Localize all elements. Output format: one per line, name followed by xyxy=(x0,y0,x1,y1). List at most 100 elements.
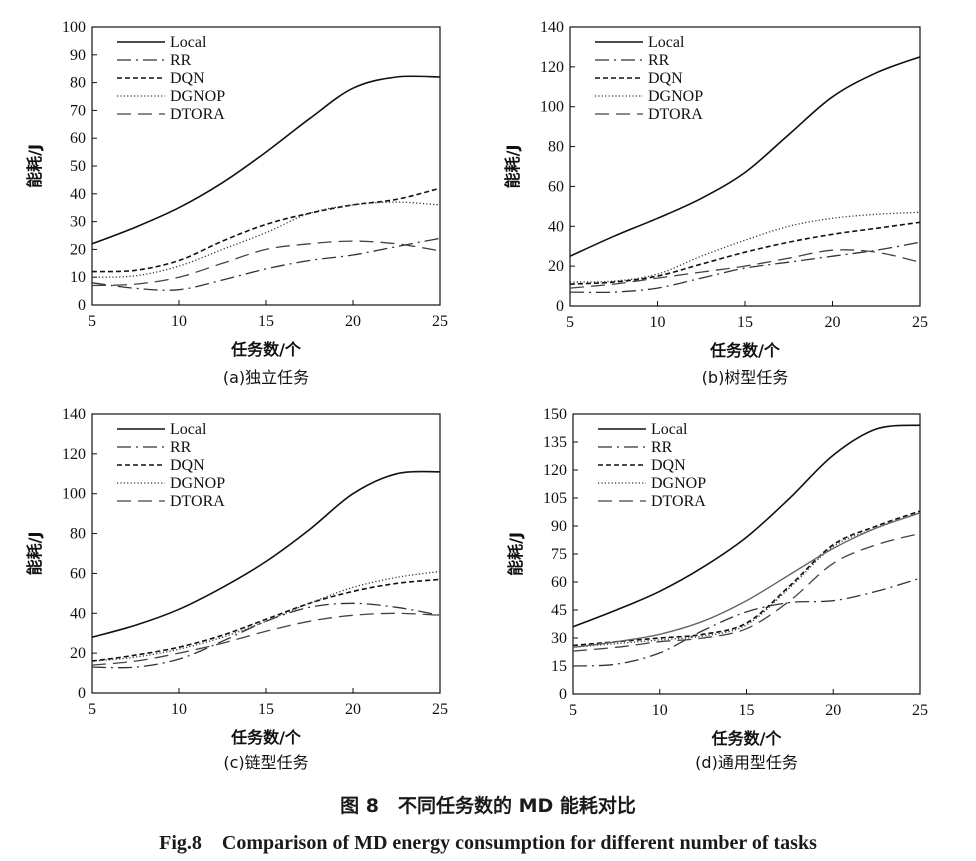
plot-frame xyxy=(91,413,441,694)
legend-label: DTORA xyxy=(170,106,225,123)
series-line-unlabeled xyxy=(573,512,920,648)
panel-subtitle: (c)链型任务 xyxy=(223,753,308,772)
y-tick-label: 40 xyxy=(70,186,86,203)
series-line-rr xyxy=(92,237,440,291)
x-tick-label: 25 xyxy=(432,313,448,330)
y-tick-label: 40 xyxy=(70,605,86,622)
figure-caption-english: Fig.8 Comparison of MD energy consumptio… xyxy=(159,832,817,854)
series-line-dqn xyxy=(92,187,440,273)
x-tick-label: 25 xyxy=(912,702,928,719)
legend-label: DQN xyxy=(648,70,683,87)
legend-label: RR xyxy=(170,439,192,456)
x-tick-label: 15 xyxy=(737,314,753,331)
legend-label: DGNOP xyxy=(170,88,225,105)
panel-subtitle: (a)独立任务 xyxy=(223,368,309,387)
x-tick-label: 20 xyxy=(825,702,841,719)
x-tick-label: 25 xyxy=(432,701,448,718)
x-tick-label: 5 xyxy=(569,702,577,719)
y-tick-label: 60 xyxy=(70,130,86,147)
y-tick-label: 80 xyxy=(548,139,564,156)
y-tick-label: 60 xyxy=(70,565,86,582)
chart-panel-3: 0 15 30 45 60 75 90 105 120 135 150 5 10 15 20 25 任务数/个 能… xyxy=(506,406,928,772)
series-line-rr xyxy=(573,577,920,667)
y-tick-label: 135 xyxy=(543,434,567,451)
x-tick-label: 15 xyxy=(258,701,274,718)
chart-panel-1: 0 20 40 60 80 100 120 140 5 10 15 20 25 任务数/个 能耗/J (b)树… xyxy=(503,19,928,387)
x-tick-label: 10 xyxy=(171,701,187,718)
y-tick-label: 60 xyxy=(551,574,567,591)
x-axis-label: 任务数/个 xyxy=(230,340,302,359)
y-tick-label: 60 xyxy=(548,178,564,195)
x-axis-label: 任务数/个 xyxy=(230,728,302,747)
x-tick-label: 10 xyxy=(171,313,187,330)
y-tick-label: 20 xyxy=(70,241,86,258)
legend-label: Local xyxy=(170,421,207,438)
series-line-local xyxy=(92,470,440,638)
x-tick-label: 10 xyxy=(650,314,666,331)
chart-panel-0: 0 10 20 30 40 50 60 70 80 90 100 5 10 15 20 25 任务数/个 能耗/J… xyxy=(25,19,448,387)
legend-label: Local xyxy=(648,34,685,51)
y-tick-label: 100 xyxy=(540,99,564,116)
legend-label: RR xyxy=(651,439,673,456)
series-line-dgnop xyxy=(570,211,920,283)
y-tick-label: 40 xyxy=(548,218,564,235)
plot-frame xyxy=(91,26,441,306)
y-tick-label: 0 xyxy=(556,298,564,315)
y-tick-label: 45 xyxy=(551,602,567,619)
legend-label: DTORA xyxy=(170,493,225,510)
panel-subtitle: (d)通用型任务 xyxy=(695,753,798,772)
series-line-dgnop xyxy=(92,201,440,278)
series-line-local xyxy=(570,56,920,257)
panel-subtitle: (b)树型任务 xyxy=(702,368,789,387)
y-axis-label: 能耗/J xyxy=(25,144,44,188)
series-line-dqn xyxy=(573,510,920,647)
legend-label: DQN xyxy=(651,457,686,474)
x-tick-label: 25 xyxy=(912,314,928,331)
series-line-dtora xyxy=(92,612,440,666)
x-tick-label: 20 xyxy=(825,314,841,331)
plot-frame xyxy=(572,413,921,695)
series-line-rr xyxy=(92,602,440,669)
y-tick-label: 90 xyxy=(70,47,86,64)
x-axis-label: 任务数/个 xyxy=(709,341,781,360)
y-tick-label: 20 xyxy=(70,645,86,662)
legend-label: DTORA xyxy=(648,106,703,123)
y-tick-label: 105 xyxy=(543,490,567,507)
y-tick-label: 120 xyxy=(540,59,564,76)
legend-label: DQN xyxy=(170,70,205,87)
series-line-dtora xyxy=(570,249,920,289)
y-tick-label: 80 xyxy=(70,526,86,543)
series-line-dtora xyxy=(92,240,440,287)
series-line-local xyxy=(92,75,440,245)
y-tick-label: 0 xyxy=(78,297,86,314)
y-tick-label: 100 xyxy=(62,486,86,503)
x-tick-label: 20 xyxy=(345,701,361,718)
series-line-dqn xyxy=(570,221,920,285)
y-tick-label: 30 xyxy=(551,630,567,647)
y-tick-label: 140 xyxy=(62,406,86,423)
series-line-rr xyxy=(570,241,920,294)
y-tick-label: 80 xyxy=(70,75,86,92)
y-tick-label: 50 xyxy=(70,158,86,175)
x-tick-label: 5 xyxy=(88,313,96,330)
series-line-dqn xyxy=(92,578,440,662)
legend-label: DTORA xyxy=(651,493,706,510)
series-line-dgnop xyxy=(573,512,920,648)
y-tick-label: 140 xyxy=(540,19,564,36)
y-tick-label: 75 xyxy=(551,546,567,563)
y-tick-label: 30 xyxy=(70,214,86,231)
y-tick-label: 20 xyxy=(548,258,564,275)
y-axis-label: 能耗/J xyxy=(506,532,525,576)
y-axis-label: 能耗/J xyxy=(503,145,522,189)
legend-label: DGNOP xyxy=(170,475,225,492)
legend-label: DQN xyxy=(170,457,205,474)
y-tick-label: 150 xyxy=(543,406,567,423)
series-line-dtora xyxy=(573,532,920,652)
x-tick-label: 5 xyxy=(566,314,574,331)
x-tick-label: 20 xyxy=(345,313,361,330)
y-tick-label: 120 xyxy=(62,446,86,463)
legend-label: Local xyxy=(170,34,207,51)
y-tick-label: 100 xyxy=(62,19,86,36)
y-tick-label: 0 xyxy=(559,686,567,703)
